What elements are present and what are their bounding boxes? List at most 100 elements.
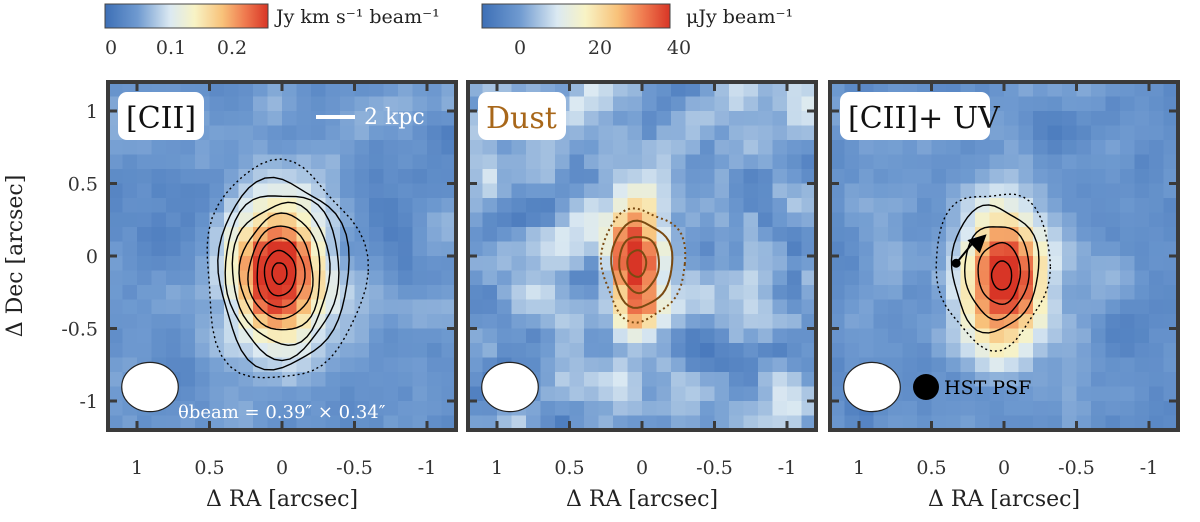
heatmap-pixel	[801, 96, 816, 112]
heatmap-pixel	[238, 299, 254, 315]
heatmap-pixel	[844, 212, 860, 228]
x-tick-label: 0.5	[194, 457, 224, 479]
heatmap-pixel	[1149, 285, 1165, 301]
heatmap-pixel	[253, 183, 269, 199]
heatmap-pixel	[1120, 299, 1136, 315]
heatmap-pixel	[700, 314, 716, 330]
heatmap-pixel	[584, 140, 600, 156]
heatmap-pixel	[787, 125, 803, 141]
heatmap-pixel	[787, 343, 803, 359]
heatmap-pixel	[340, 328, 356, 344]
heatmap-pixel	[960, 343, 976, 359]
heatmap-pixel	[412, 125, 428, 141]
heatmap-pixel	[511, 328, 527, 344]
heatmap-pixel	[1076, 111, 1092, 127]
heatmap-pixel	[282, 285, 298, 301]
heatmap-pixel	[267, 270, 283, 286]
heatmap-pixel	[758, 372, 774, 388]
heatmap-pixel	[311, 212, 327, 228]
heatmap-pixel	[1076, 256, 1092, 272]
heatmap-pixel	[398, 328, 414, 344]
heatmap-pixel	[1163, 241, 1178, 257]
heatmap-pixel	[1018, 183, 1034, 199]
heatmap-pixel	[267, 111, 283, 127]
heatmap-pixel	[844, 154, 860, 170]
heatmap-pixel	[166, 169, 182, 185]
heatmap-pixel	[555, 227, 571, 243]
heatmap-pixel	[1076, 183, 1092, 199]
heatmap-pixel	[1047, 140, 1063, 156]
heatmap-pixel	[482, 314, 498, 330]
heatmap-pixel	[671, 154, 687, 170]
heatmap-pixel	[383, 227, 399, 243]
heatmap-pixel	[569, 198, 585, 214]
heatmap-pixel	[1062, 169, 1078, 185]
heatmap-pixel	[685, 285, 701, 301]
heatmap-pixel	[613, 256, 629, 272]
heatmap-pixel	[209, 82, 225, 98]
heatmap-pixel	[340, 125, 356, 141]
heatmap-pixel	[427, 270, 443, 286]
heatmap-pixel	[859, 227, 875, 243]
heatmap-pixel	[209, 357, 225, 373]
heatmap-pixel	[1091, 372, 1107, 388]
heatmap-pixel	[830, 328, 846, 344]
heatmap-pixel	[743, 154, 759, 170]
heatmap-pixel	[642, 169, 658, 185]
heatmap-pixel	[975, 256, 991, 272]
heatmap-pixel	[340, 285, 356, 301]
heatmap-pixel	[441, 372, 456, 388]
heatmap-pixel	[584, 241, 600, 257]
heatmap-pixel	[441, 386, 456, 402]
heatmap-pixel	[296, 169, 312, 185]
heatmap-pixel	[1105, 198, 1121, 214]
heatmap-pixel	[108, 256, 124, 272]
heatmap-pixel	[772, 212, 788, 228]
heatmap-pixel	[555, 343, 571, 359]
heatmap-pixel	[311, 328, 327, 344]
heatmap-pixel	[859, 343, 875, 359]
heatmap-pixel	[1047, 183, 1063, 199]
heatmap-pixel	[1134, 96, 1150, 112]
heatmap-pixel	[427, 299, 443, 315]
heatmap-pixel	[540, 183, 556, 199]
beam-size-label: θbeam = 0.39″ × 0.34″	[178, 402, 386, 423]
heatmap-pixel	[267, 299, 283, 315]
beam-ellipse	[481, 361, 539, 413]
heatmap-pixel	[1163, 256, 1178, 272]
heatmap-pixel	[1163, 328, 1178, 344]
heatmap-pixel	[1091, 140, 1107, 156]
heatmap-pixel	[801, 227, 816, 243]
heatmap-pixel	[180, 299, 196, 315]
heatmap-pixel	[758, 169, 774, 185]
heatmap-pixel	[526, 415, 542, 430]
heatmap-pixel	[700, 111, 716, 127]
heatmap-pixel	[989, 343, 1005, 359]
heatmap-pixel	[1149, 401, 1165, 417]
heatmap-pixel	[844, 140, 860, 156]
heatmap-pixel	[1062, 125, 1078, 141]
heatmap-pixel	[1120, 401, 1136, 417]
heatmap-pixel	[989, 212, 1005, 228]
heatmap-pixel	[844, 227, 860, 243]
heatmap-pixel	[209, 314, 225, 330]
heatmap-pixel	[729, 314, 745, 330]
heatmap-pixel	[569, 299, 585, 315]
heatmap-pixel	[383, 328, 399, 344]
heatmap-pixel	[671, 256, 687, 272]
heatmap-pixel	[598, 386, 614, 402]
heatmap-pixel	[383, 241, 399, 257]
heatmap-pixel	[787, 314, 803, 330]
heatmap-pixel	[772, 241, 788, 257]
contour-level	[610, 219, 674, 309]
heatmap-pixel	[859, 256, 875, 272]
heatmap-pixel	[238, 212, 254, 228]
heatmap-pixel	[369, 314, 385, 330]
heatmap-pixel	[282, 241, 298, 257]
heatmap-pixel	[224, 198, 240, 214]
heatmap-pixel	[511, 343, 527, 359]
heatmap-pixel	[180, 212, 196, 228]
heatmap-pixel	[1004, 169, 1020, 185]
heatmap-pixel	[975, 343, 991, 359]
heatmap-pixel	[1120, 343, 1136, 359]
